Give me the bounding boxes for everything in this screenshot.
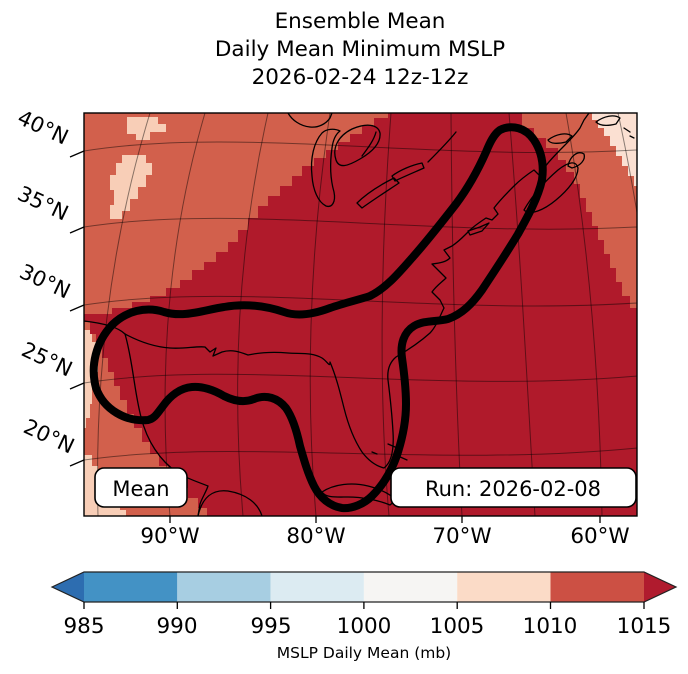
coast-yucatan <box>197 490 263 516</box>
figure-title-line3: 2026-02-24 12z-12z <box>252 65 469 90</box>
gridline-lat-25n <box>84 373 637 384</box>
run-annotation-box: Run: 2026-02-08 <box>390 467 637 508</box>
gridline-lat-20n <box>84 447 637 461</box>
colorbar-seg-1010-1015 <box>550 572 644 602</box>
mslp-mean-contour <box>89 123 547 513</box>
lon-label-70w: 70°W <box>432 524 491 549</box>
gridline-lat-40n <box>84 141 637 154</box>
mean-box-label: Mean <box>112 477 169 501</box>
mean-annotation-box: Mean <box>94 467 188 508</box>
mslp-patch-bottomleft <box>84 455 126 516</box>
gridline-lon-80w <box>309 113 331 516</box>
latitude-tick <box>69 150 85 158</box>
coast-gulf-eastcoast <box>124 113 590 469</box>
colorbar: 985 990 995 1000 1005 1010 1015 MSLP Dai… <box>50 571 678 662</box>
colorbar-label-1000: 1000 <box>337 614 392 639</box>
colorbar-over-arrow <box>644 572 676 602</box>
gridline-lon-85w <box>237 113 269 516</box>
map-area <box>84 113 637 516</box>
lat-label-40n: 40°N <box>14 105 72 149</box>
coastlines <box>84 113 635 516</box>
colorbar-seg-1000-1005 <box>363 572 458 602</box>
map-border <box>83 112 638 517</box>
longitude-axis: 90°W 80°W 70°W 60°W <box>140 516 630 549</box>
coast-lake-huron <box>334 124 381 167</box>
lat-label-35n: 35°N <box>14 181 72 225</box>
lon-label-60w: 60°W <box>570 524 629 549</box>
colorbar-seg-990-995 <box>177 572 271 602</box>
coast-st-lawrence-river <box>427 131 457 163</box>
lon-label-90w: 90°W <box>140 524 199 549</box>
coast-prince-edward-island <box>547 133 573 144</box>
latitude-tick <box>69 459 85 467</box>
colorbar-label-1010: 1010 <box>523 614 578 639</box>
lat-label-30n: 30°N <box>16 259 74 303</box>
coast-lake-erie <box>356 177 400 209</box>
mslp-band-over-1015 <box>84 113 637 516</box>
run-box-label: Run: 2026-02-08 <box>425 477 601 501</box>
coast-long-island <box>467 222 490 236</box>
gridline-lon-75w <box>381 113 392 516</box>
latitude-tick <box>69 304 85 312</box>
coast-cape-breton <box>567 152 586 169</box>
gridline-lat-35n <box>84 217 637 230</box>
colorbar-label-985: 985 <box>63 614 104 639</box>
lat-label-20n: 20°N <box>20 414 78 458</box>
colorbar-label-1015: 1015 <box>617 614 672 639</box>
colorbar-seg-995-1000 <box>270 572 364 602</box>
coast-bahamas <box>371 443 417 474</box>
coast-lake-superior <box>287 113 333 128</box>
colorbar-seg-985-990 <box>84 572 178 602</box>
lon-label-80w: 80°W <box>286 524 345 549</box>
colorbar-label-1005: 1005 <box>430 614 485 639</box>
mslp-patch-topleft-1 <box>127 117 166 140</box>
gridline-lon-55w <box>617 113 637 216</box>
latitude-tick <box>69 226 85 234</box>
coast-gulf-st-lawrence-islands <box>595 115 635 139</box>
colorbar-axis-label: MSLP Daily Mean (mb) <box>277 644 451 662</box>
colorbar-label-990: 990 <box>156 614 197 639</box>
gridline-lat-30n <box>84 295 637 307</box>
coast-lake-michigan <box>310 128 341 208</box>
run-box-background <box>390 467 637 508</box>
mslp-patch-topleft-2 <box>110 155 152 219</box>
figure-title-line2: Daily Mean Minimum MSLP <box>215 37 505 62</box>
graticule <box>84 113 637 516</box>
colorbar-label-995: 995 <box>250 614 291 639</box>
mean-box-background <box>94 467 188 508</box>
lat-label-25n: 25°N <box>18 337 76 381</box>
figure-title-line1: Ensemble Mean <box>275 9 446 34</box>
coast-nova-scotia <box>523 162 579 214</box>
coast-lake-ontario <box>391 162 425 182</box>
latitude-tick <box>69 382 85 390</box>
mslp-patch-topright <box>592 113 637 186</box>
latitude-axis: 40°N 35°N 30°N 25°N 20°N <box>14 105 85 467</box>
colorbar-seg-1005-1010 <box>457 572 551 602</box>
colorbar-ticks <box>83 602 645 609</box>
colorbar-under-arrow <box>52 572 84 602</box>
